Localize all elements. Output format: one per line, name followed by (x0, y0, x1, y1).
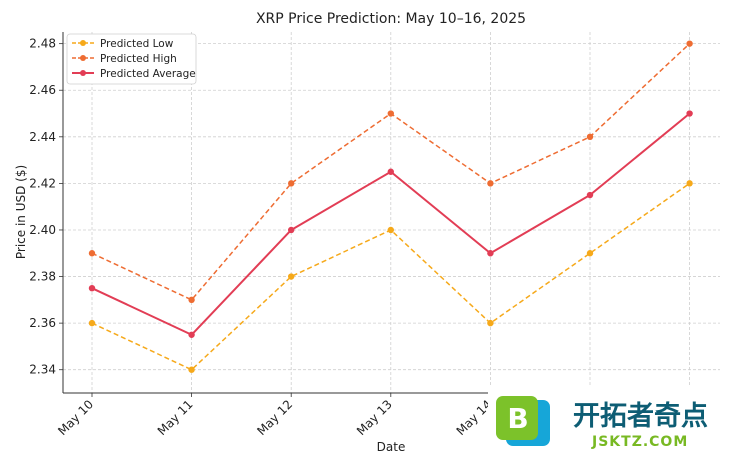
data-point (288, 226, 295, 234)
data-point (586, 250, 594, 257)
grid (63, 32, 720, 393)
y-tick-label: 2.38 (29, 270, 56, 284)
data-point (188, 366, 195, 373)
y-tick-label: 2.34 (29, 363, 56, 377)
data-point (88, 250, 96, 257)
chart-title: XRP Price Prediction: May 10–16, 2025 (256, 11, 526, 27)
series-predicted-average (88, 110, 693, 338)
x-axis-label: Date (377, 440, 406, 454)
data-point (487, 319, 494, 327)
data-point (387, 226, 394, 234)
y-tick-label: 2.40 (29, 223, 56, 237)
x-tick-label: May 13 (354, 397, 395, 438)
data-point (686, 180, 693, 187)
logo-front-tile (496, 396, 538, 440)
x-tick-label: May 11 (155, 397, 196, 438)
data-point (188, 296, 195, 304)
data-point (686, 40, 693, 47)
y-tick-label: 2.36 (29, 316, 56, 330)
data-point (487, 180, 494, 187)
watermark-logo: B (496, 396, 550, 446)
y-tick-label: 2.44 (29, 130, 56, 144)
y-axis-label: Price in USD ($) (14, 165, 28, 259)
legend-box (66, 33, 197, 85)
legend-label: Predicted Average (100, 68, 196, 80)
legend-swatch-marker (80, 70, 86, 76)
series-predicted-high (88, 40, 693, 304)
y-tick-label: 2.46 (29, 83, 56, 97)
data-point (586, 191, 594, 199)
x-tick-label: May 10 (55, 397, 96, 438)
legend-label: Predicted Low (100, 38, 174, 50)
plot-area (63, 32, 720, 393)
x-tick-label: May 12 (254, 397, 295, 438)
data-point (686, 110, 693, 117)
series-group (88, 40, 693, 373)
y-tick-label: 2.48 (29, 37, 56, 51)
data-point (88, 319, 96, 327)
y-tick-label: 2.42 (29, 176, 56, 190)
data-point (88, 284, 96, 292)
legend: Predicted Low Predicted High Predicted Ave… (66, 33, 197, 85)
watermark: B 开拓者奇点 JSKTZ.COM (488, 385, 735, 454)
data-point (487, 250, 494, 257)
watermark-domain: JSKTZ.COM (591, 434, 688, 450)
legend-swatch-marker (80, 55, 86, 61)
legend-swatch-marker (80, 40, 86, 46)
data-point (288, 180, 295, 187)
data-point (586, 133, 594, 141)
data-point (188, 331, 195, 338)
watermark-brand: 开拓者奇点 (573, 401, 708, 432)
data-point (387, 168, 394, 175)
logo-letter: B (507, 402, 528, 435)
series-predicted-low (88, 180, 693, 373)
legend-label: Predicted High (100, 53, 177, 65)
data-point (288, 273, 295, 280)
data-point (387, 110, 394, 117)
